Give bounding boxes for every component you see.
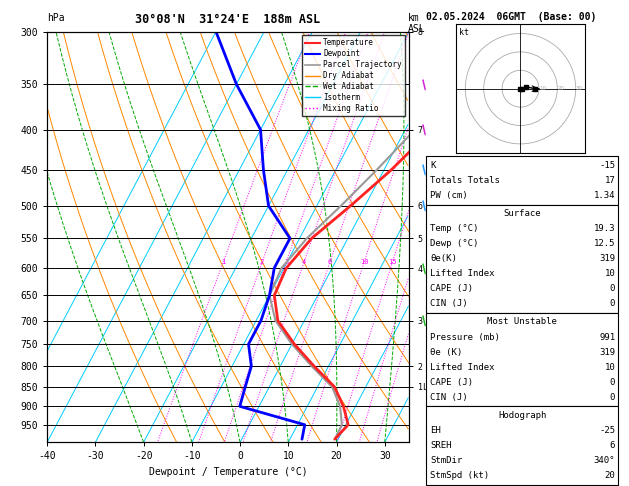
Text: CIN (J): CIN (J) xyxy=(430,299,468,309)
Text: /: / xyxy=(420,199,430,212)
Text: EH: EH xyxy=(430,426,441,435)
Text: Most Unstable: Most Unstable xyxy=(487,317,557,327)
Text: hPa: hPa xyxy=(47,13,65,23)
Text: /: / xyxy=(420,314,430,328)
Y-axis label: Mixing Ratio (g/kg): Mixing Ratio (g/kg) xyxy=(448,186,457,288)
Text: 10: 10 xyxy=(360,260,368,265)
Text: /: / xyxy=(420,163,430,177)
Text: Lifted Index: Lifted Index xyxy=(430,269,495,278)
Text: /: / xyxy=(420,123,430,137)
Text: 20: 20 xyxy=(557,86,564,91)
Text: SREH: SREH xyxy=(430,441,452,450)
Text: Pressure (mb): Pressure (mb) xyxy=(430,332,500,342)
Text: 2: 2 xyxy=(260,260,264,265)
X-axis label: Dewpoint / Temperature (°C): Dewpoint / Temperature (°C) xyxy=(148,467,308,477)
Text: 319: 319 xyxy=(599,254,615,263)
Text: StmDir: StmDir xyxy=(430,456,462,465)
Text: 20: 20 xyxy=(604,471,615,480)
Text: 30: 30 xyxy=(576,86,582,91)
Text: 0: 0 xyxy=(610,393,615,402)
Text: PW (cm): PW (cm) xyxy=(430,191,468,200)
Text: θe (K): θe (K) xyxy=(430,347,462,357)
Text: 1: 1 xyxy=(221,260,225,265)
Text: 02.05.2024  06GMT  (Base: 00): 02.05.2024 06GMT (Base: 00) xyxy=(426,12,597,22)
Text: Dewp (°C): Dewp (°C) xyxy=(430,239,479,248)
Text: 4: 4 xyxy=(302,260,306,265)
Text: 10: 10 xyxy=(604,269,615,278)
Text: 19.3: 19.3 xyxy=(594,224,615,233)
Text: 319: 319 xyxy=(599,347,615,357)
Text: CAPE (J): CAPE (J) xyxy=(430,284,473,294)
Text: 0: 0 xyxy=(610,284,615,294)
Text: 0: 0 xyxy=(610,378,615,387)
Text: K: K xyxy=(430,161,436,170)
Text: -25: -25 xyxy=(599,426,615,435)
Text: kt: kt xyxy=(459,28,469,37)
Text: Totals Totals: Totals Totals xyxy=(430,176,500,185)
Text: Hodograph: Hodograph xyxy=(498,411,547,420)
Text: /: / xyxy=(420,261,430,275)
Text: 0: 0 xyxy=(610,299,615,309)
Text: StmSpd (kt): StmSpd (kt) xyxy=(430,471,489,480)
Text: 6: 6 xyxy=(610,441,615,450)
Text: Lifted Index: Lifted Index xyxy=(430,363,495,372)
Text: θe(K): θe(K) xyxy=(430,254,457,263)
Text: Surface: Surface xyxy=(504,209,541,218)
Text: ASL: ASL xyxy=(408,24,425,34)
Text: /: / xyxy=(420,77,430,91)
Text: 1.34: 1.34 xyxy=(594,191,615,200)
Text: 15: 15 xyxy=(388,260,397,265)
Text: CAPE (J): CAPE (J) xyxy=(430,378,473,387)
Text: Temp (°C): Temp (°C) xyxy=(430,224,479,233)
Text: 991: 991 xyxy=(599,332,615,342)
Text: 340°: 340° xyxy=(594,456,615,465)
Text: km: km xyxy=(408,13,420,23)
Legend: Temperature, Dewpoint, Parcel Trajectory, Dry Adiabat, Wet Adiabat, Isotherm, Mi: Temperature, Dewpoint, Parcel Trajectory… xyxy=(302,35,405,116)
Text: 12.5: 12.5 xyxy=(594,239,615,248)
Text: 10: 10 xyxy=(539,86,546,91)
Text: CIN (J): CIN (J) xyxy=(430,393,468,402)
Text: 6: 6 xyxy=(328,260,332,265)
Text: -15: -15 xyxy=(599,161,615,170)
Text: 3: 3 xyxy=(284,260,288,265)
Text: 17: 17 xyxy=(604,176,615,185)
Text: 10: 10 xyxy=(604,363,615,372)
Title: 30°08'N  31°24'E  188m ASL: 30°08'N 31°24'E 188m ASL xyxy=(135,13,321,26)
